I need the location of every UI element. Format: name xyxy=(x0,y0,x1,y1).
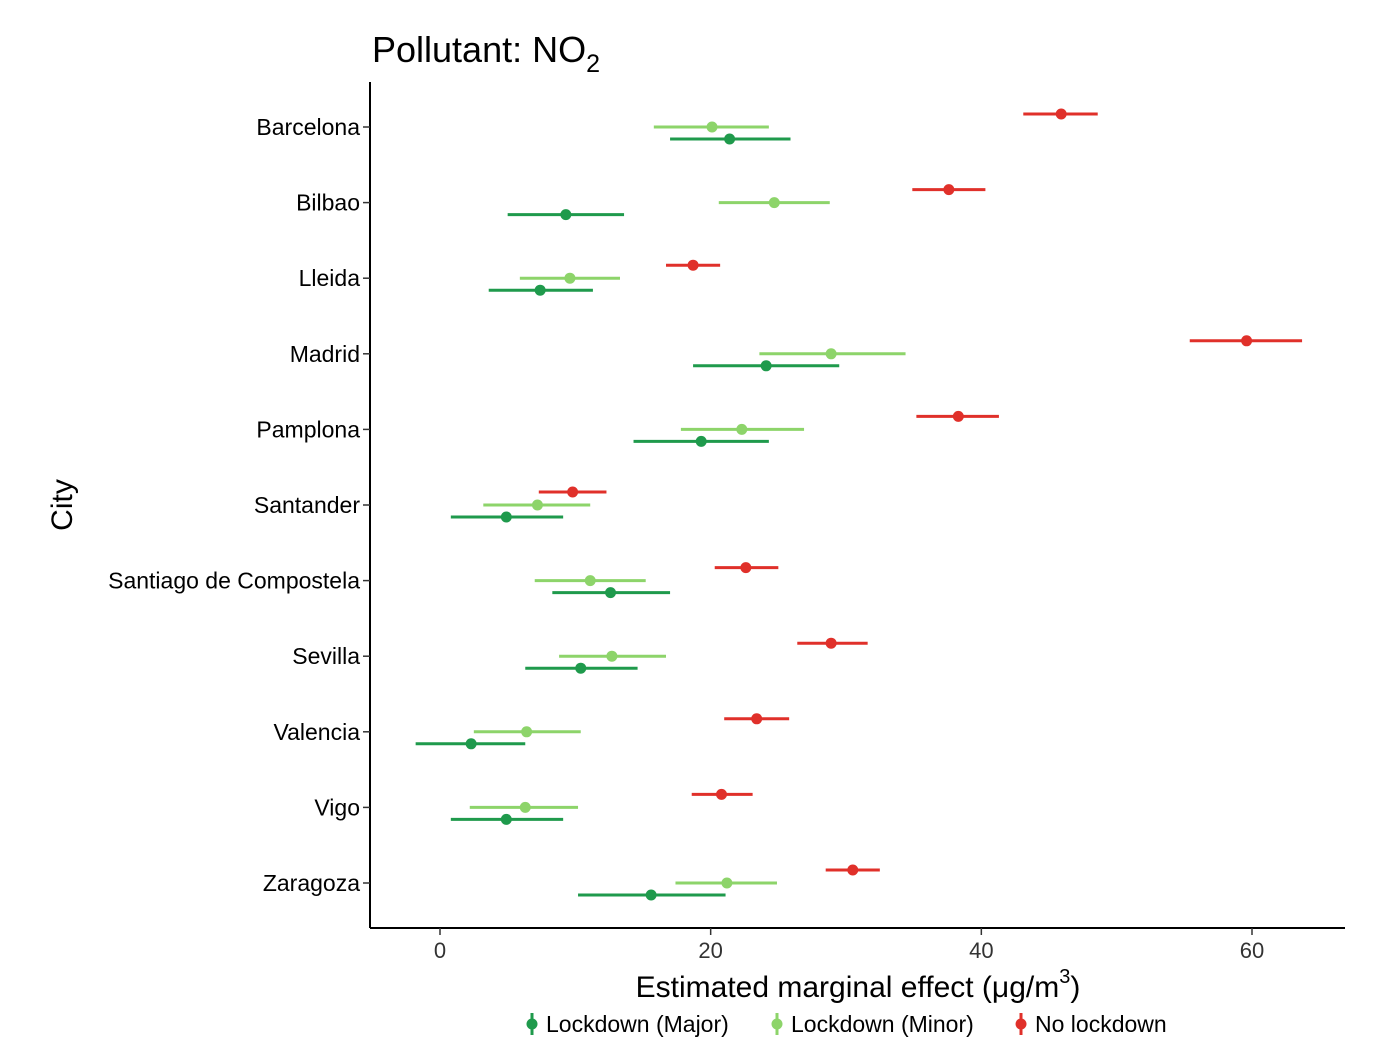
data-point xyxy=(500,813,512,825)
y-tick-label: Lleida xyxy=(299,265,361,291)
chart-title: Pollutant: NO2 xyxy=(372,29,600,78)
data-point xyxy=(687,259,699,271)
data-point xyxy=(740,562,752,574)
legend: Lockdown (Major) Lockdown (Minor) No lockd… xyxy=(526,1011,1167,1037)
x-tick-label: 60 xyxy=(1240,938,1264,963)
data-point xyxy=(560,209,572,221)
y-tick-label: Madrid xyxy=(290,341,360,367)
y-tick-label: Barcelona xyxy=(256,114,360,140)
y-axis-title-group: City xyxy=(46,479,79,531)
chart-title-main: Pollutant: NO xyxy=(372,29,586,70)
data-point xyxy=(715,788,727,800)
x-axis-title-suffix: ) xyxy=(1070,971,1080,1004)
y-tick-label: Valencia xyxy=(273,719,360,745)
y-tick-label: Zaragoza xyxy=(263,870,360,896)
x-tick-label: 40 xyxy=(969,938,993,963)
data-point xyxy=(584,575,596,587)
series-lockdown-major xyxy=(415,133,840,901)
data-point xyxy=(760,360,772,372)
x-axis-title: Estimated marginal effect (μg/m3) xyxy=(636,966,1081,1004)
data-point xyxy=(465,738,477,750)
x-axis-title-main: Estimated marginal effect (μg/m xyxy=(636,971,1060,1004)
legend-label: Lockdown (Minor) xyxy=(791,1011,974,1037)
data-point xyxy=(695,435,707,447)
data-point xyxy=(943,184,955,196)
data-point xyxy=(1241,335,1253,347)
y-tick-label: Sevilla xyxy=(292,643,360,669)
chart-title-subscript: 2 xyxy=(586,50,600,78)
data-point xyxy=(575,662,587,674)
y-axis-title: City xyxy=(46,479,79,531)
series-no-lockdown xyxy=(538,108,1303,876)
data-point xyxy=(706,121,718,133)
data-point xyxy=(721,877,733,889)
data-point xyxy=(567,486,579,498)
y-tick-label: Santander xyxy=(254,492,360,518)
series-lockdown-minor xyxy=(469,121,906,889)
legend-key-point xyxy=(1015,1018,1027,1030)
legend-label: Lockdown (Major) xyxy=(546,1011,729,1037)
x-tick-label: 20 xyxy=(698,938,722,963)
y-tick-label: Bilbao xyxy=(296,190,360,216)
data-point xyxy=(519,801,531,813)
data-point xyxy=(751,713,763,725)
data-point xyxy=(564,272,576,284)
data-point xyxy=(531,499,543,511)
data-point xyxy=(521,726,533,738)
data-point xyxy=(605,587,617,599)
legend-key-point xyxy=(526,1018,538,1030)
legend-key-point xyxy=(771,1018,783,1030)
data-point xyxy=(606,650,618,662)
data-point xyxy=(500,511,512,523)
y-tick-label: Pamplona xyxy=(256,416,360,442)
data-point xyxy=(768,197,780,209)
data-point xyxy=(1055,108,1067,120)
legend-label: No lockdown xyxy=(1035,1011,1167,1037)
data-point xyxy=(736,423,748,435)
y-tick-label: Santiago de Compostela xyxy=(108,568,360,594)
data-point xyxy=(847,864,859,876)
data-point xyxy=(534,284,546,296)
x-axis-title-superscript: 3 xyxy=(1059,966,1070,988)
marks-group xyxy=(415,108,1303,901)
y-tick-label: Vigo xyxy=(314,794,360,820)
axes-group: 0 20 40 60 Barcelona Bilbao Lleida Madrid Pamplo… xyxy=(108,82,1345,963)
data-point xyxy=(825,637,837,649)
data-point xyxy=(724,133,736,145)
data-point xyxy=(952,410,964,422)
data-point xyxy=(645,889,657,901)
data-point xyxy=(825,348,837,360)
x-tick-label: 0 xyxy=(434,938,446,963)
